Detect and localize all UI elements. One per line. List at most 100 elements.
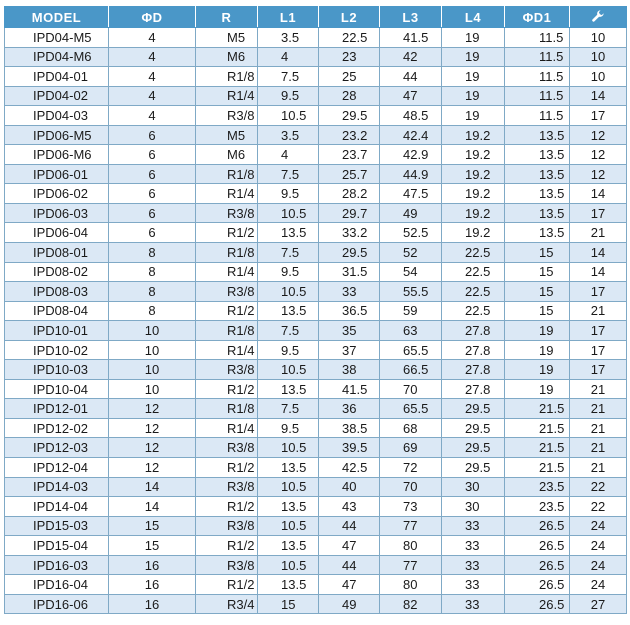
cell-l3: 65.5 (379, 398, 442, 419)
cell-od: 8 (108, 242, 196, 263)
cell-r: R1/4 (195, 417, 258, 439)
cell-r: R1/8 (195, 320, 258, 341)
cell-r: R1/8 (195, 163, 258, 185)
cell-r: R1/2 (195, 457, 258, 478)
cell-l4: 22.5 (441, 281, 505, 302)
cell-od: 16 (108, 554, 196, 576)
cell-od: 4 (108, 66, 196, 87)
cell-od: 4 (108, 105, 196, 126)
cell-l2: 42.5 (318, 457, 380, 478)
cell-model: IPD12-01 (4, 398, 109, 419)
cell-l4: 33 (441, 593, 505, 615)
cell-od1: 21.5 (504, 417, 570, 439)
cell-od1: 13.5 (504, 124, 570, 146)
table-row: IPD08-01 8 R1/8 7.5 29.5 52 22.5 15 14 (4, 242, 627, 263)
cell-wrench-size: 10 (569, 66, 627, 87)
header-l4: L4 (441, 6, 505, 28)
cell-l2: 23.2 (318, 124, 380, 146)
cell-od1: 23.5 (504, 496, 570, 517)
table-row: IPD08-04 8 R1/2 13.5 36.5 59 22.5 15 21 (4, 300, 627, 322)
cell-wrench-size: 21 (569, 378, 627, 400)
cell-od1: 19 (504, 339, 570, 361)
cell-l4: 19.2 (441, 124, 505, 146)
cell-od1: 26.5 (504, 554, 570, 576)
table-row: IPD15-04 15 R1/2 13.5 47 80 33 26.5 24 (4, 535, 627, 556)
cell-wrench-size: 21 (569, 300, 627, 322)
cell-l4: 19.2 (441, 222, 505, 244)
table-row: IPD16-06 16 R3/4 15 49 82 33 26.5 27 (4, 593, 627, 615)
cell-r: M6 (195, 46, 258, 68)
cell-od: 12 (108, 457, 196, 478)
table-row: IPD04-M6 4 M6 4 23 42 19 11.5 10 (4, 46, 627, 68)
table-row: IPD15-03 15 R3/8 10.5 44 77 33 26.5 24 (4, 515, 627, 537)
cell-od: 14 (108, 476, 196, 498)
cell-model: IPD12-02 (4, 417, 109, 439)
cell-l3: 52 (379, 242, 442, 263)
cell-wrench-size: 12 (569, 163, 627, 185)
cell-l2: 44 (318, 515, 380, 537)
cell-r: R1/4 (195, 85, 258, 107)
cell-l1: 10.5 (257, 437, 319, 459)
cell-r: R3/8 (195, 515, 258, 537)
cell-model: IPD06-04 (4, 222, 109, 244)
cell-model: IPD04-01 (4, 66, 109, 87)
cell-l1: 10.5 (257, 554, 319, 576)
cell-l4: 29.5 (441, 457, 505, 478)
header-row: MODEL ΦD R L1 L2 L3 L4 ΦD1 (4, 6, 627, 28)
cell-l2: 33 (318, 281, 380, 302)
cell-wrench-size: 27 (569, 593, 627, 615)
cell-wrench-size: 22 (569, 476, 627, 498)
cell-wrench-size: 10 (569, 46, 627, 68)
cell-l3: 42.4 (379, 124, 442, 146)
table-row: IPD04-01 4 R1/8 7.5 25 44 19 11.5 10 (4, 66, 627, 87)
cell-l1: 7.5 (257, 320, 319, 341)
cell-l4: 27.8 (441, 339, 505, 361)
table-row: IPD06-01 6 R1/8 7.5 25.7 44.9 19.2 13.5 12 (4, 163, 627, 185)
cell-l3: 66.5 (379, 359, 442, 380)
cell-l1: 13.5 (257, 222, 319, 244)
cell-od: 10 (108, 339, 196, 361)
cell-r: R3/8 (195, 476, 258, 498)
cell-model: IPD10-01 (4, 320, 109, 341)
cell-wrench-size: 21 (569, 417, 627, 439)
cell-l4: 19 (441, 85, 505, 107)
header-l1: L1 (257, 6, 319, 28)
table-row: IPD14-04 14 R1/2 13.5 43 73 30 23.5 22 (4, 496, 627, 517)
cell-wrench-size: 17 (569, 339, 627, 361)
table-body: IPD04-M5 4 M5 3.5 22.5 41.5 19 11.5 10 IPD04-M6 4 M… (4, 27, 627, 615)
cell-l3: 80 (379, 574, 442, 595)
cell-l4: 27.8 (441, 320, 505, 341)
cell-od1: 15 (504, 242, 570, 263)
cell-l1: 13.5 (257, 300, 319, 322)
cell-l1: 15 (257, 593, 319, 615)
cell-l1: 9.5 (257, 183, 319, 204)
cell-l3: 54 (379, 261, 442, 283)
cell-l2: 44 (318, 554, 380, 576)
cell-l1: 7.5 (257, 66, 319, 87)
cell-od1: 15 (504, 281, 570, 302)
header-l3: L3 (379, 6, 442, 28)
cell-model: IPD06-01 (4, 163, 109, 185)
table-row: IPD12-04 12 R1/2 13.5 42.5 72 29.5 21.5 21 (4, 457, 627, 478)
table-header: MODEL ΦD R L1 L2 L3 L4 ΦD1 (4, 6, 627, 28)
cell-r: R3/8 (195, 554, 258, 576)
cell-r: R1/2 (195, 574, 258, 595)
cell-wrench-size: 17 (569, 320, 627, 341)
header-l2: L2 (318, 6, 380, 28)
cell-l4: 22.5 (441, 261, 505, 283)
cell-l2: 36.5 (318, 300, 380, 322)
cell-od1: 26.5 (504, 535, 570, 556)
cell-model: IPD16-04 (4, 574, 109, 595)
cell-l2: 31.5 (318, 261, 380, 283)
table-row: IPD14-03 14 R3/8 10.5 40 70 30 23.5 22 (4, 476, 627, 498)
cell-l3: 55.5 (379, 281, 442, 302)
cell-l3: 49 (379, 202, 442, 224)
cell-model: IPD04-M6 (4, 46, 109, 68)
cell-l3: 41.5 (379, 27, 442, 48)
cell-model: IPD04-02 (4, 85, 109, 107)
cell-model: IPD15-03 (4, 515, 109, 537)
table-row: IPD06-02 6 R1/4 9.5 28.2 47.5 19.2 13.5 14 (4, 183, 627, 204)
cell-od1: 11.5 (504, 46, 570, 68)
cell-wrench-size: 10 (569, 27, 627, 48)
cell-r: M5 (195, 124, 258, 146)
